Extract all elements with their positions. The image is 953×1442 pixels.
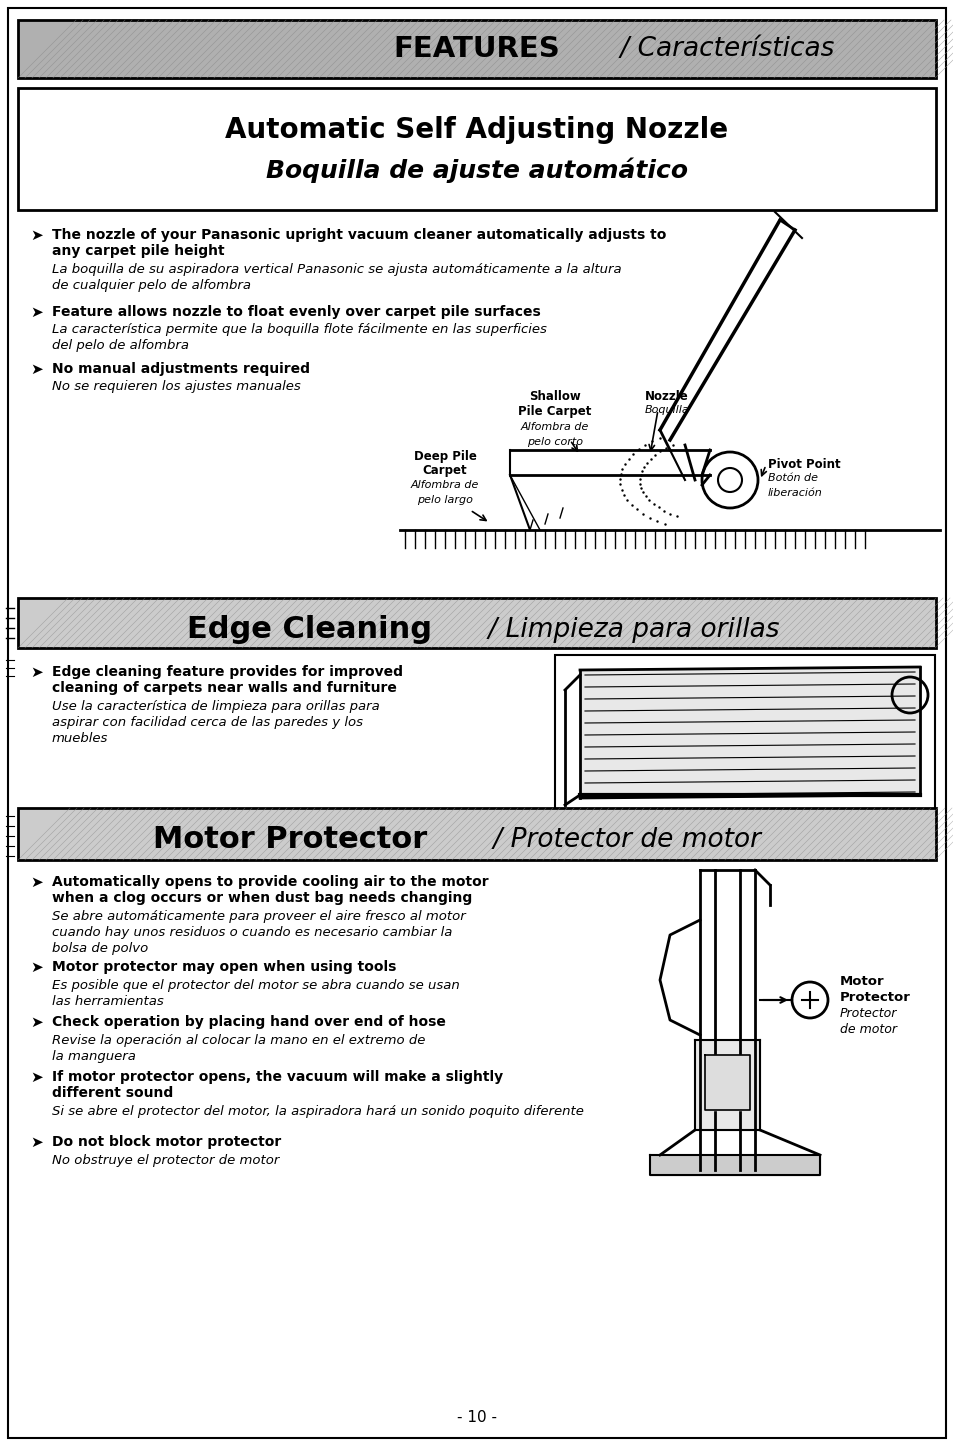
Polygon shape [704,1056,749,1110]
Text: any carpet pile height: any carpet pile height [52,244,224,258]
Text: Protector: Protector [840,1007,897,1019]
Text: Use la característica de limpieza para orillas para: Use la característica de limpieza para o… [52,699,379,712]
Text: aspirar con facilidad cerca de las paredes y los: aspirar con facilidad cerca de las pared… [52,717,363,730]
Bar [555,655,934,810]
Polygon shape [695,1040,760,1131]
Text: If motor protector opens, the vacuum will make a slightly: If motor protector opens, the vacuum wil… [52,1070,502,1084]
Text: Deep Pile: Deep Pile [414,450,476,463]
Bar [18,598,935,647]
Text: Es posible que el protector del motor se abra cuando se usan: Es posible que el protector del motor se… [52,979,459,992]
Text: ➤: ➤ [30,1135,43,1151]
Text: No obstruye el protector de motor: No obstruye el protector de motor [52,1154,279,1167]
Text: bolsa de polvo: bolsa de polvo [52,942,148,955]
Text: Boquilla: Boquilla [644,405,689,415]
Text: Botón de: Botón de [767,473,817,483]
Text: Carpet: Carpet [422,464,467,477]
Text: muebles: muebles [52,733,109,746]
Text: Nozzle: Nozzle [644,389,688,402]
Text: Edge Cleaning: Edge Cleaning [188,616,432,645]
Text: when a clog occurs or when dust bag needs changing: when a clog occurs or when dust bag need… [52,891,472,906]
Text: ➤: ➤ [30,960,43,975]
Text: ➤: ➤ [30,228,43,244]
Text: cleaning of carpets near walls and furniture: cleaning of carpets near walls and furni… [52,681,396,695]
Text: Do not block motor protector: Do not block motor protector [52,1135,281,1149]
Text: Se abre automáticamente para proveer el aire fresco al motor: Se abre automáticamente para proveer el … [52,910,465,923]
Text: No se requieren los ajustes manuales: No se requieren los ajustes manuales [52,381,300,394]
Bar [18,808,935,859]
Text: Pivot Point: Pivot Point [767,459,840,472]
Text: Shallow: Shallow [529,389,580,402]
Text: Feature allows nozzle to float evenly over carpet pile surfaces: Feature allows nozzle to float evenly ov… [52,306,540,319]
Text: pelo largo: pelo largo [416,495,473,505]
Text: Automatic Self Adjusting Nozzle: Automatic Self Adjusting Nozzle [225,115,728,144]
Text: Boquilla de ajuste automático: Boquilla de ajuste automático [266,157,687,183]
Text: ➤: ➤ [30,875,43,890]
Text: Alfombra de: Alfombra de [520,423,589,433]
Text: cuando hay unos residuos o cuando es necesario cambiar la: cuando hay unos residuos o cuando es nec… [52,926,452,939]
Text: la manguera: la manguera [52,1050,135,1063]
Text: de motor: de motor [840,1022,896,1035]
Polygon shape [649,1155,820,1175]
Text: FEATURES: FEATURES [394,35,559,63]
Text: - 10 -: - 10 - [456,1410,497,1426]
Text: / Características: / Características [612,36,834,62]
Polygon shape [579,668,919,797]
Text: / Protector de motor: / Protector de motor [484,828,760,854]
Text: de cualquier pelo de alfombra: de cualquier pelo de alfombra [52,278,251,291]
Text: No manual adjustments required: No manual adjustments required [52,362,310,376]
Text: ➤: ➤ [30,362,43,376]
Text: Motor: Motor [840,975,883,988]
Text: Protector: Protector [840,991,910,1004]
Bar [18,20,935,78]
Text: las herramientas: las herramientas [52,995,164,1008]
Text: The nozzle of your Panasonic upright vacuum cleaner automatically adjusts to: The nozzle of your Panasonic upright vac… [52,228,666,242]
Text: ➤: ➤ [30,1015,43,1030]
Bar [18,88,935,211]
Text: Check operation by placing hand over end of hose: Check operation by placing hand over end… [52,1015,445,1030]
Text: Revise la operación al colocar la mano en el extremo de: Revise la operación al colocar la mano e… [52,1034,425,1047]
Text: del pelo de alfombra: del pelo de alfombra [52,339,189,352]
Text: La característica permite que la boquilla flote fácilmente en las superficies: La característica permite que la boquill… [52,323,546,336]
Text: Motor Protector: Motor Protector [152,825,427,855]
Text: Automatically opens to provide cooling air to the motor: Automatically opens to provide cooling a… [52,875,488,890]
Text: ➤: ➤ [30,1070,43,1084]
Text: Si se abre el protector del motor, la aspiradora hará un sonido poquito diferent: Si se abre el protector del motor, la as… [52,1105,583,1118]
Text: Pile Carpet: Pile Carpet [517,405,591,418]
Text: Edge cleaning feature provides for improved: Edge cleaning feature provides for impro… [52,665,402,679]
Text: ➤: ➤ [30,306,43,320]
Text: different sound: different sound [52,1086,173,1100]
Text: La boquilla de su aspiradora vertical Panasonic se ajusta automáticamente a la a: La boquilla de su aspiradora vertical Pa… [52,262,621,275]
Text: ➤: ➤ [30,665,43,681]
Text: liberación: liberación [767,487,821,497]
Text: pelo corto: pelo corto [526,437,582,447]
Text: / Limpieza para orillas: / Limpieza para orillas [479,617,779,643]
Text: Motor protector may open when using tools: Motor protector may open when using tool… [52,960,395,973]
Text: Alfombra de: Alfombra de [411,480,478,490]
